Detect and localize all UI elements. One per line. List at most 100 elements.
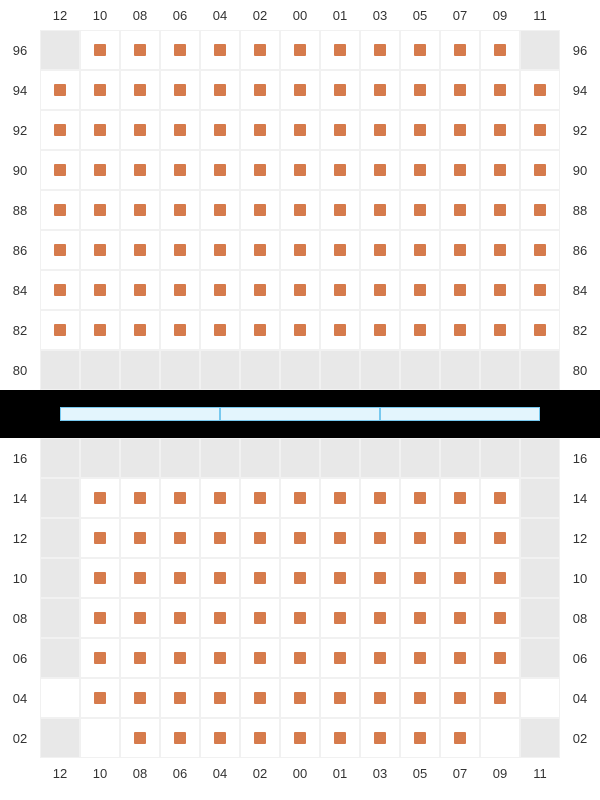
seat-cell[interactable] [320, 270, 360, 310]
seat-cell[interactable] [120, 718, 160, 758]
seat-cell[interactable] [200, 518, 240, 558]
seat-cell[interactable] [360, 150, 400, 190]
seat-cell[interactable] [480, 478, 520, 518]
seat-cell[interactable] [400, 150, 440, 190]
seat-cell[interactable] [520, 110, 560, 150]
seat-cell[interactable] [120, 150, 160, 190]
seat-cell[interactable] [480, 718, 520, 758]
seat-cell[interactable] [200, 70, 240, 110]
seat-cell[interactable] [200, 638, 240, 678]
seat-cell[interactable] [200, 310, 240, 350]
seat-cell[interactable] [520, 310, 560, 350]
seat-cell[interactable] [360, 190, 400, 230]
seat-cell[interactable] [440, 270, 480, 310]
seat-cell[interactable] [480, 150, 520, 190]
seat-cell[interactable] [320, 190, 360, 230]
seat-cell[interactable] [480, 598, 520, 638]
seat-cell[interactable] [440, 598, 480, 638]
seat-cell[interactable] [400, 678, 440, 718]
seat-cell[interactable] [320, 478, 360, 518]
seat-cell[interactable] [80, 518, 120, 558]
seat-cell[interactable] [400, 30, 440, 70]
seat-cell[interactable] [320, 230, 360, 270]
seat-cell[interactable] [160, 70, 200, 110]
seat-cell[interactable] [520, 230, 560, 270]
seat-cell[interactable] [320, 638, 360, 678]
seat-cell[interactable] [240, 518, 280, 558]
seat-cell[interactable] [200, 678, 240, 718]
seat-cell[interactable] [280, 190, 320, 230]
seat-cell[interactable] [160, 230, 200, 270]
seat-cell[interactable] [280, 478, 320, 518]
seat-cell[interactable] [120, 478, 160, 518]
seat-cell[interactable] [360, 70, 400, 110]
seat-cell[interactable] [160, 638, 200, 678]
seat-cell[interactable] [520, 190, 560, 230]
seat-cell[interactable] [280, 150, 320, 190]
seat-cell[interactable] [400, 638, 440, 678]
seat-cell[interactable] [240, 150, 280, 190]
seat-cell[interactable] [320, 678, 360, 718]
seat-cell[interactable] [160, 30, 200, 70]
seat-cell[interactable] [280, 110, 320, 150]
seat-cell[interactable] [160, 190, 200, 230]
seat-cell[interactable] [240, 110, 280, 150]
seat-cell[interactable] [160, 678, 200, 718]
seat-cell[interactable] [320, 310, 360, 350]
seat-cell[interactable] [280, 518, 320, 558]
seat-cell[interactable] [160, 518, 200, 558]
seat-cell[interactable] [320, 558, 360, 598]
seat-cell[interactable] [240, 638, 280, 678]
seat-cell[interactable] [160, 718, 200, 758]
seat-cell[interactable] [120, 678, 160, 718]
seat-cell[interactable] [400, 558, 440, 598]
seat-cell[interactable] [440, 110, 480, 150]
seat-cell[interactable] [200, 230, 240, 270]
seat-cell[interactable] [400, 718, 440, 758]
seat-cell[interactable] [400, 310, 440, 350]
seat-cell[interactable] [280, 310, 320, 350]
seat-cell[interactable] [80, 190, 120, 230]
seat-cell[interactable] [240, 598, 280, 638]
seat-cell[interactable] [520, 678, 560, 718]
seat-cell[interactable] [40, 230, 80, 270]
seat-cell[interactable] [80, 110, 120, 150]
seat-cell[interactable] [120, 110, 160, 150]
seat-cell[interactable] [360, 638, 400, 678]
seat-cell[interactable] [320, 110, 360, 150]
seat-cell[interactable] [160, 558, 200, 598]
seat-cell[interactable] [200, 270, 240, 310]
seat-cell[interactable] [120, 310, 160, 350]
seat-cell[interactable] [40, 270, 80, 310]
seat-cell[interactable] [480, 518, 520, 558]
seat-cell[interactable] [280, 638, 320, 678]
seat-cell[interactable] [480, 190, 520, 230]
seat-cell[interactable] [360, 30, 400, 70]
seat-cell[interactable] [480, 558, 520, 598]
seat-cell[interactable] [280, 678, 320, 718]
seat-cell[interactable] [80, 638, 120, 678]
seat-cell[interactable] [200, 558, 240, 598]
seat-cell[interactable] [440, 230, 480, 270]
seat-cell[interactable] [360, 678, 400, 718]
seat-cell[interactable] [80, 478, 120, 518]
seat-cell[interactable] [400, 518, 440, 558]
seat-cell[interactable] [80, 718, 120, 758]
seat-cell[interactable] [480, 30, 520, 70]
seat-cell[interactable] [480, 678, 520, 718]
seat-cell[interactable] [400, 478, 440, 518]
seat-cell[interactable] [440, 718, 480, 758]
seat-cell[interactable] [240, 70, 280, 110]
seat-cell[interactable] [200, 110, 240, 150]
seat-cell[interactable] [120, 270, 160, 310]
seat-cell[interactable] [400, 270, 440, 310]
seat-cell[interactable] [240, 678, 280, 718]
seat-cell[interactable] [400, 70, 440, 110]
seat-cell[interactable] [440, 150, 480, 190]
seat-cell[interactable] [120, 230, 160, 270]
seat-cell[interactable] [120, 518, 160, 558]
seat-cell[interactable] [280, 70, 320, 110]
seat-cell[interactable] [440, 518, 480, 558]
seat-cell[interactable] [120, 638, 160, 678]
seat-cell[interactable] [320, 30, 360, 70]
